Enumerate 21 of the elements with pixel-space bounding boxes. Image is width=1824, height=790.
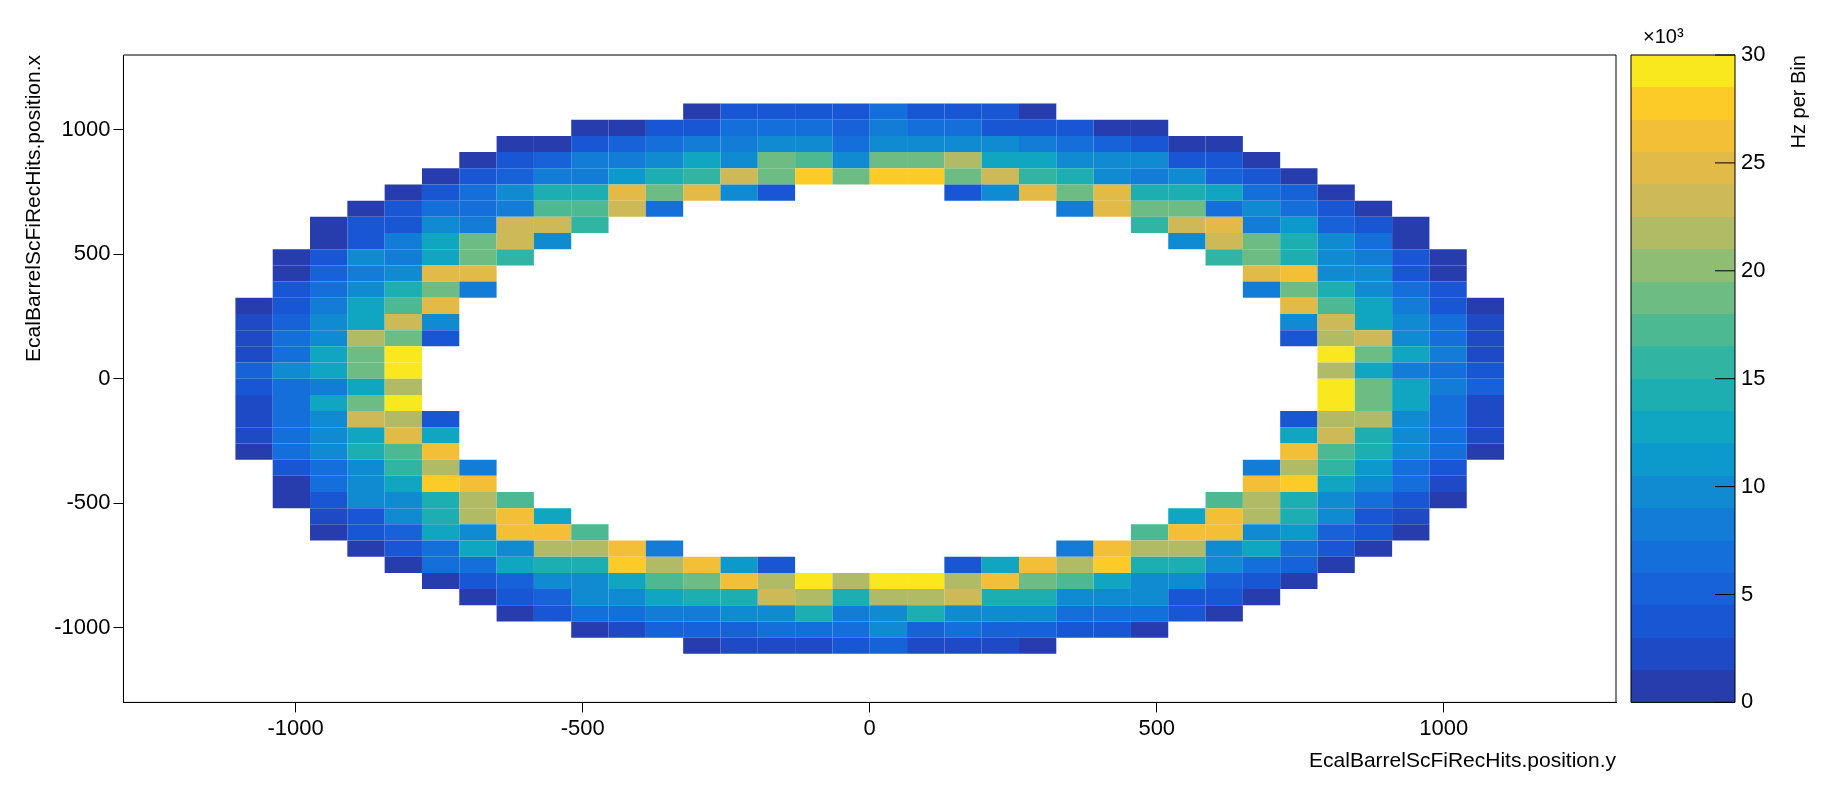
y-tick-label: -500 (66, 489, 111, 515)
x-tick-label: 500 (1138, 714, 1176, 740)
color-bar-label: 0 (1741, 688, 1754, 714)
color-bar-label: 25 (1741, 148, 1766, 174)
y-tick-label: 500 (73, 240, 111, 266)
x-tick-label: -500 (560, 714, 605, 740)
y-axis-title: EcalBarrelScFiRecHits.position.x (21, 54, 45, 362)
color-bar-title: Hz per Bin (1786, 55, 1809, 149)
x-tick-label: -1000 (267, 714, 324, 740)
color-bar-label: 10 (1741, 472, 1766, 498)
color-bar-label: 30 (1741, 41, 1766, 67)
x-tick-label: 1000 (1419, 714, 1469, 740)
color-bar-label: 5 (1741, 580, 1754, 606)
text: ×10³ (1643, 25, 1684, 47)
y-tick-label: 0 (98, 364, 111, 390)
y-tick-label: -1000 (54, 613, 111, 639)
x-axis-title: EcalBarrelScFiRecHits.position.y (1309, 748, 1617, 772)
color-bar-label: 20 (1741, 256, 1766, 282)
x-tick-label: 0 (863, 714, 876, 740)
color-bar-label: 15 (1741, 364, 1766, 390)
y-tick-label: 1000 (61, 115, 111, 141)
